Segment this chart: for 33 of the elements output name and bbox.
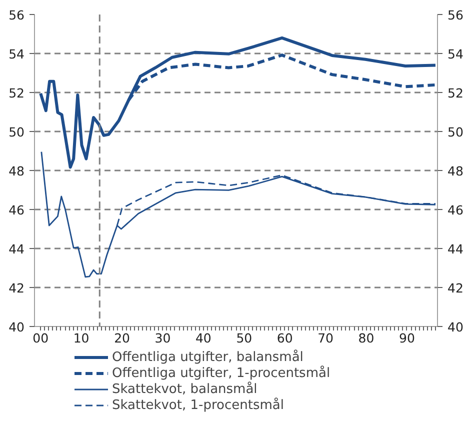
y2-tick-label: 56 [448,8,464,22]
line-series [39,36,437,169]
y-tick-label: 52 [8,86,24,100]
y2-tick-label: 42 [448,280,464,296]
y2-tick-label: 40 [448,320,464,334]
y2-tick-label: 54 [448,46,464,62]
x-tick-label: 30 [154,330,171,346]
y-tick-label: 40 [8,320,25,334]
y-tick-label: 42 [8,280,24,296]
legend-label: Skattekvot, balansmål [112,381,258,397]
y2-tick-label: 52 [448,86,464,100]
x-tick-label: 70 [318,330,334,346]
y2-tick-label: 48 [448,164,464,178]
x-tick-label: 00 [32,330,49,346]
y-tick-label: 44 [8,242,25,256]
legend-label: Offentliga utgifter, balansmål [112,349,304,365]
y-tick-label: 50 [8,124,25,140]
x-tick-label: 40 [195,330,212,346]
y2-tick-label: 46 [448,202,464,218]
x-tick-label: 20 [114,330,130,346]
y-tick-label: 46 [8,202,25,218]
legend-label: Skattekvot, 1-procentsmål [112,397,284,413]
legend-label: Offentliga utgifter, 1-procentsmål [112,365,330,381]
y2-tick-label: 44 [448,242,464,256]
x-tick-label: 60 [276,330,293,346]
y-tick-label: 56 [8,8,25,22]
y-tick-label: 48 [8,164,25,178]
y2-tick-label: 50 [448,124,464,140]
x-tick-label: 90 [399,330,415,346]
x-tick-label: 50 [236,330,252,346]
x-tick-label: 10 [73,330,90,346]
x-tick-label: 80 [358,330,374,346]
y-tick-label: 54 [8,46,25,62]
